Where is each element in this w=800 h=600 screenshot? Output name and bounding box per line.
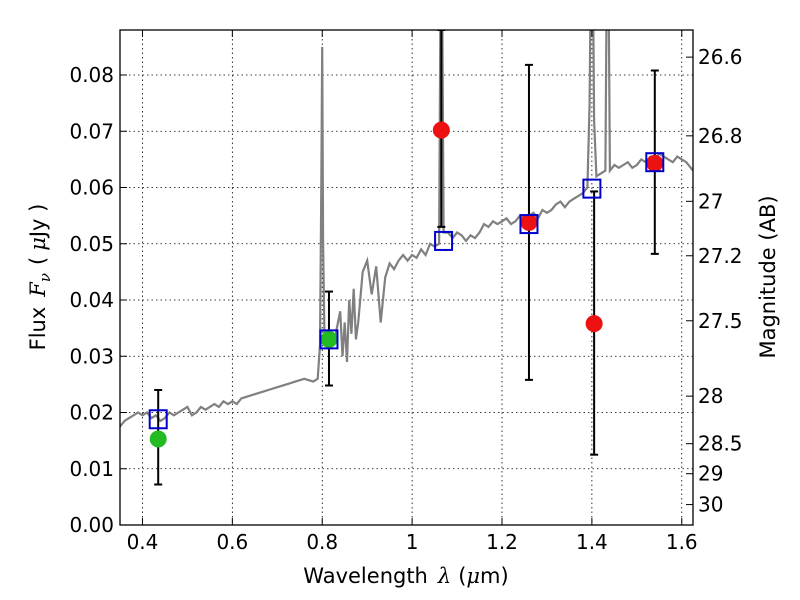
y2-tick-label: 30 (698, 493, 723, 517)
observed-point-red (646, 154, 664, 172)
grid (120, 30, 693, 526)
y-tick-label: 0.06 (69, 176, 114, 200)
model-point (519, 214, 539, 235)
y2-tick-label: 26.6 (698, 45, 743, 69)
observed-point-red (432, 121, 450, 139)
error-bars (154, 30, 659, 486)
model-point (645, 152, 665, 173)
x-tick-label: 1.2 (486, 530, 518, 554)
observed-point-red (585, 315, 603, 333)
y-tick-label: 0.02 (69, 401, 114, 425)
y2-tick-label: 29 (698, 462, 723, 486)
observed-points (149, 121, 664, 448)
y2-axis-label: Magnitude (AB) (756, 195, 780, 358)
x-axis-ticks: 0.4 0.6 0.8 1 1.2 1.4 1.6 (127, 30, 698, 554)
y2-tick-label: 26.8 (698, 124, 743, 148)
y-tick-label: 0.05 (69, 232, 114, 256)
y2-tick-label: 28 (698, 384, 723, 408)
y2-tick-label: 27.2 (698, 244, 743, 268)
x-tick-label: 1 (406, 530, 419, 554)
y-axis-label: FluxFν(μJy ) (26, 204, 54, 351)
observed-point-red (520, 213, 538, 231)
y-tick-label: 0.08 (69, 63, 114, 87)
y2-tick-label: 27.5 (698, 309, 743, 333)
y-tick-label: 0.00 (69, 513, 114, 537)
y2-axis-ticks: 26.6 26.8 27 27.2 27.5 28 28.5 29 30 (686, 45, 743, 517)
observed-point-green (149, 430, 167, 448)
x-tick-label: 0.8 (306, 530, 338, 554)
x-tick-label: 1.4 (576, 530, 608, 554)
model-point (434, 230, 454, 251)
model-point (148, 409, 168, 430)
model-point (319, 329, 339, 350)
y-tick-label: 0.01 (69, 457, 114, 481)
y-tick-label: 0.04 (69, 288, 114, 312)
model-points (148, 152, 665, 430)
spectrum-line (120, 30, 693, 428)
x-tick-label: 0.4 (127, 530, 159, 554)
plot-frame (119, 29, 694, 526)
x-tick-label: 0.6 (216, 530, 248, 554)
y2-tick-label: 28.5 (698, 432, 743, 456)
observed-point-green (320, 330, 338, 348)
y2-tick-label: 27 (698, 189, 723, 213)
y-tick-label: 0.07 (69, 119, 114, 143)
y-axis-ticks: 0.00 0.01 0.02 0.03 0.04 0.05 0.06 0.07 0.08 (69, 63, 127, 537)
x-axis-label: Wavelength λ (μm) (303, 564, 508, 588)
y-tick-label: 0.03 (69, 344, 114, 368)
model-point (582, 178, 602, 199)
x-tick-label: 1.6 (666, 530, 698, 554)
